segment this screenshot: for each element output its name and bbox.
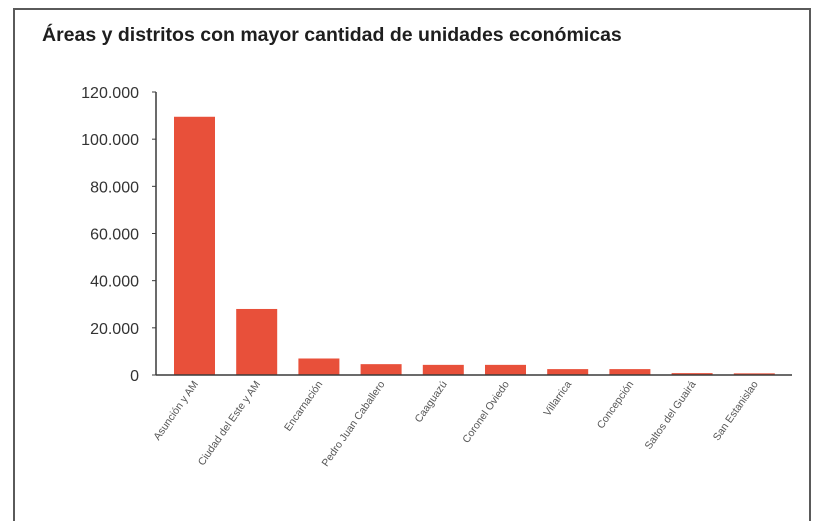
y-tick-label: 80.000 bbox=[90, 179, 139, 196]
y-tick-label: 0 bbox=[130, 368, 139, 385]
x-category-label: Coronel Oviedo bbox=[460, 379, 512, 446]
bar bbox=[733, 373, 775, 375]
x-category-label: Asunción y AM bbox=[151, 379, 201, 443]
y-ticks-group: 0 20.000 40.000 60.000 80.000 100.000 120.000 bbox=[81, 85, 156, 385]
bar bbox=[174, 116, 215, 375]
chart-frame bbox=[13, 8, 811, 521]
bar bbox=[485, 364, 526, 375]
bar bbox=[360, 364, 402, 375]
x-category-label: Concepción bbox=[595, 379, 637, 431]
chart-title: Áreas y distritos con mayor cantidad de … bbox=[42, 24, 622, 46]
bar bbox=[422, 364, 464, 375]
bars-group bbox=[174, 116, 775, 375]
y-tick-label: 60.000 bbox=[90, 227, 139, 244]
x-category-label: Ciudad del Este y AM bbox=[196, 379, 263, 468]
bar bbox=[671, 373, 713, 375]
y-tick-label: 40.000 bbox=[90, 274, 139, 291]
bar bbox=[547, 369, 589, 375]
x-category-label: Caaguazú bbox=[412, 379, 449, 425]
y-tick-label: 20.000 bbox=[90, 321, 139, 338]
y-tick-label: 100.000 bbox=[81, 132, 139, 149]
x-category-label: Pedro Juan Caballero bbox=[319, 379, 387, 469]
y-tick-label: 120.000 bbox=[81, 85, 139, 102]
x-category-label: Encarnación bbox=[282, 379, 325, 434]
bar bbox=[298, 358, 340, 375]
bar bbox=[609, 369, 651, 375]
x-category-label: San Estanislao bbox=[711, 379, 761, 443]
x-category-label: Saltos del Guairá bbox=[643, 379, 699, 452]
bar bbox=[236, 308, 278, 375]
x-category-label: Villarrica bbox=[541, 379, 574, 419]
